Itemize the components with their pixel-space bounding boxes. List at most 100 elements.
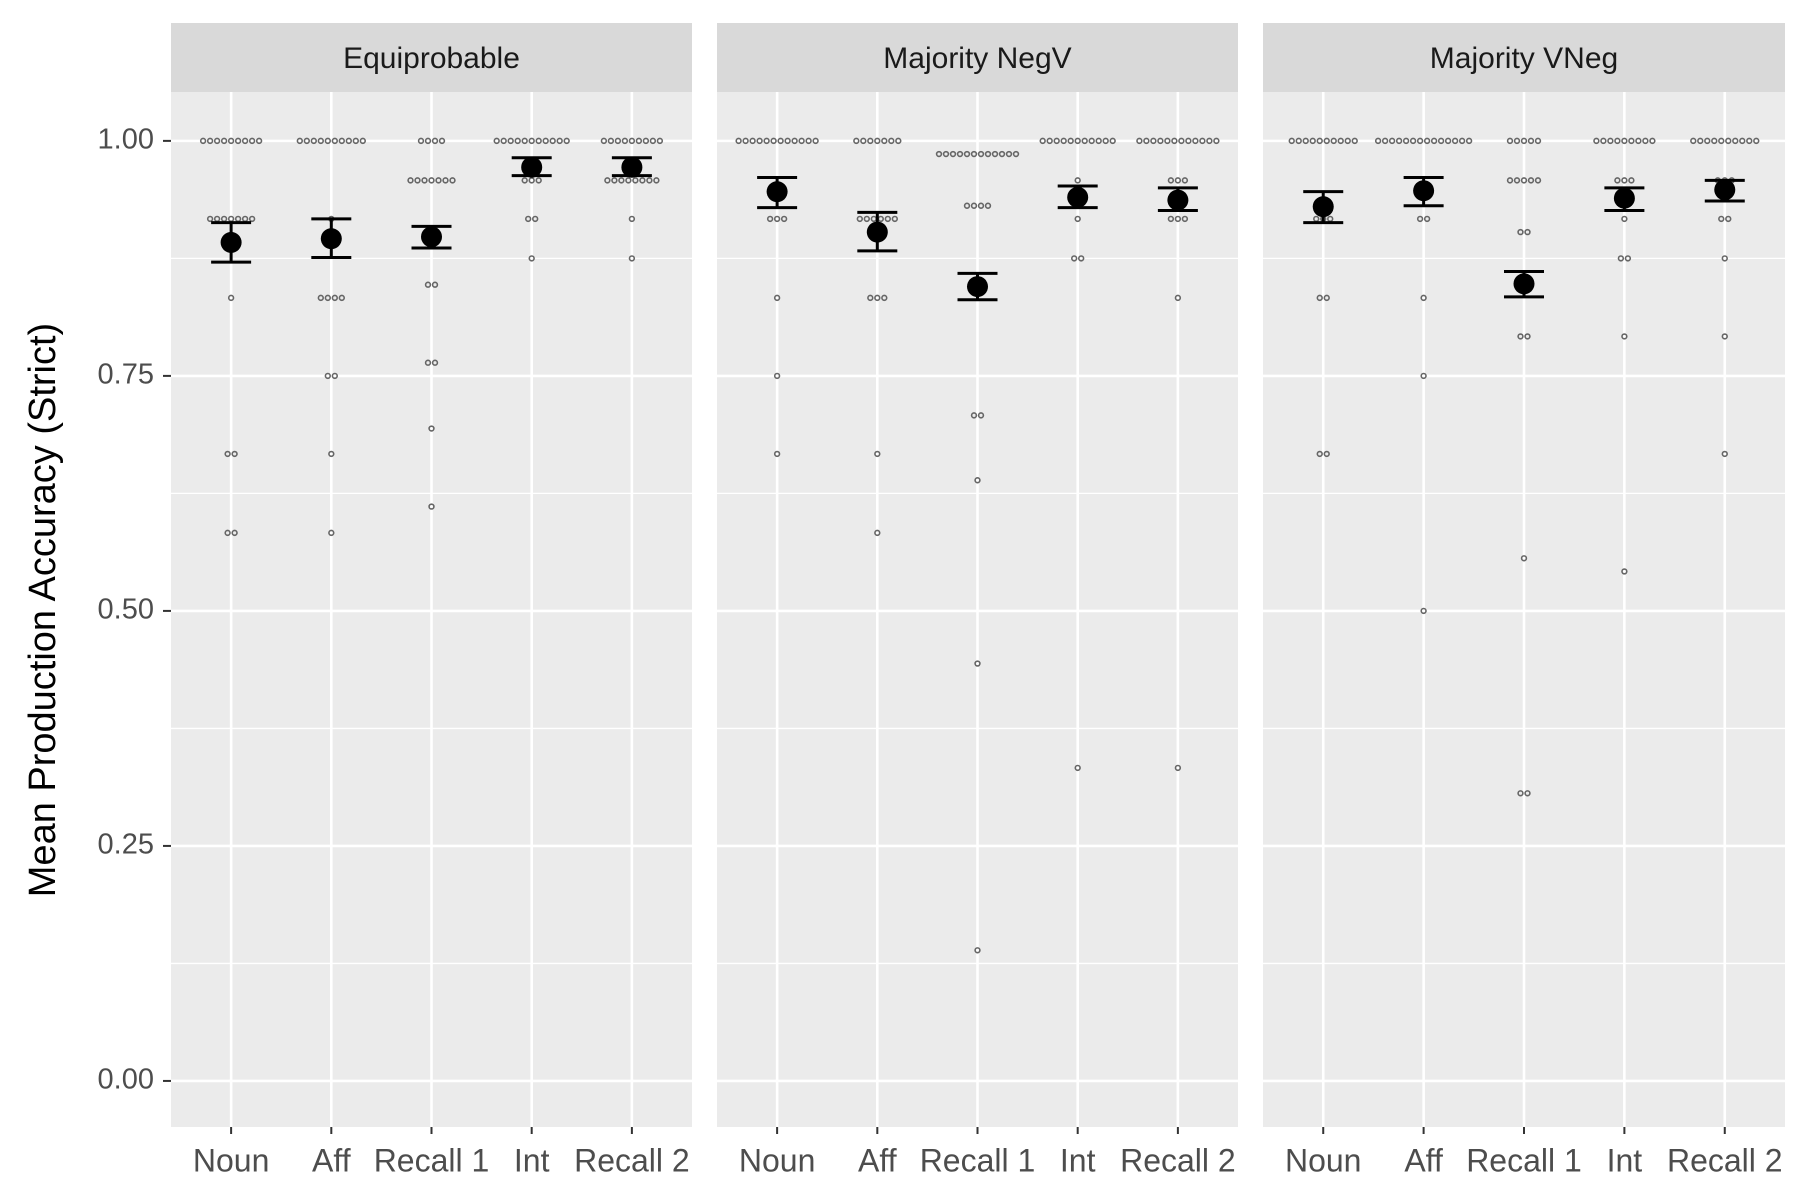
data-point	[1718, 137, 1725, 145]
data-point	[549, 137, 556, 145]
data-point	[1621, 215, 1628, 223]
data-point	[528, 177, 535, 184]
data-point	[611, 177, 618, 184]
data-point	[1513, 137, 1521, 145]
mean-point	[220, 231, 242, 253]
strip-background	[171, 23, 692, 92]
data-point	[1711, 137, 1718, 145]
data-point	[1690, 137, 1697, 145]
data-point	[891, 215, 899, 223]
data-point	[884, 215, 892, 223]
data-point	[317, 294, 325, 302]
data-point	[424, 137, 432, 145]
data-point	[310, 137, 318, 145]
data-point	[1074, 215, 1081, 223]
data-point	[881, 294, 888, 302]
x-tick-label: Int	[514, 1142, 550, 1178]
x-tick-label: Noun	[1285, 1142, 1362, 1178]
y-tick-label: 0.50	[98, 594, 154, 626]
data-point	[970, 202, 978, 209]
data-point	[1088, 137, 1095, 145]
data-point	[206, 137, 214, 145]
data-point	[324, 137, 332, 145]
data-point	[1150, 137, 1157, 145]
data-point	[649, 137, 657, 145]
data-point	[1621, 177, 1628, 184]
data-point	[1600, 137, 1607, 145]
data-point	[614, 137, 622, 145]
data-point	[1458, 137, 1466, 145]
data-point	[621, 137, 629, 145]
data-point	[1060, 137, 1067, 145]
data-point	[231, 450, 238, 458]
data-point	[784, 137, 791, 145]
mean-point	[1613, 187, 1635, 209]
data-point	[1721, 450, 1728, 458]
data-point	[1295, 137, 1302, 145]
data-point	[1167, 177, 1175, 184]
data-point	[1746, 137, 1753, 145]
data-point	[1721, 333, 1728, 340]
data-point	[328, 529, 335, 537]
data-point	[500, 137, 507, 145]
data-point	[618, 177, 625, 184]
data-point	[227, 294, 235, 302]
data-point	[1621, 568, 1628, 575]
data-point	[1171, 137, 1178, 145]
data-point	[1381, 137, 1389, 145]
data-point	[763, 137, 770, 145]
x-tick-label: Noun	[193, 1142, 270, 1178]
data-point	[338, 137, 346, 145]
data-point	[1005, 150, 1013, 158]
data-point	[1520, 177, 1528, 184]
data-point	[431, 359, 439, 366]
data-point	[1077, 255, 1085, 262]
data-point	[428, 503, 435, 510]
mean-point	[766, 181, 788, 203]
data-point	[231, 529, 238, 537]
data-point	[895, 137, 902, 145]
data-point	[600, 137, 608, 145]
data-point	[766, 215, 774, 223]
data-point	[984, 202, 992, 209]
mean-point	[621, 156, 643, 178]
data-point	[1388, 137, 1396, 145]
data-point	[628, 137, 636, 145]
data-point	[1402, 137, 1410, 145]
data-point	[1732, 137, 1739, 145]
data-point	[1506, 137, 1514, 145]
data-point	[1621, 333, 1628, 340]
data-point	[1039, 137, 1046, 145]
data-point	[1067, 137, 1074, 145]
data-point	[974, 947, 981, 954]
data-point	[874, 450, 881, 458]
data-point	[1143, 137, 1150, 145]
data-point	[421, 177, 428, 184]
data-point	[1344, 137, 1351, 145]
data-point	[635, 137, 643, 145]
data-point	[974, 660, 981, 667]
data-point	[974, 477, 981, 484]
data-point	[1420, 607, 1427, 615]
data-point	[1607, 137, 1614, 145]
x-tick-label: Recall 1	[374, 1142, 490, 1178]
data-point	[1178, 137, 1185, 145]
data-point	[1465, 137, 1473, 145]
data-point	[224, 529, 231, 537]
data-point	[328, 450, 335, 458]
data-point	[1374, 137, 1382, 145]
data-point	[625, 177, 632, 184]
data-point	[414, 177, 421, 184]
mean-point	[1167, 189, 1189, 211]
data-point	[1157, 137, 1164, 145]
data-point	[1451, 137, 1459, 145]
data-point	[324, 294, 332, 302]
x-tick-label: Aff	[1404, 1142, 1443, 1178]
data-point	[1181, 177, 1189, 184]
data-point	[1524, 333, 1531, 340]
data-point	[998, 150, 1006, 158]
data-point	[607, 137, 615, 145]
data-point	[1185, 137, 1192, 145]
